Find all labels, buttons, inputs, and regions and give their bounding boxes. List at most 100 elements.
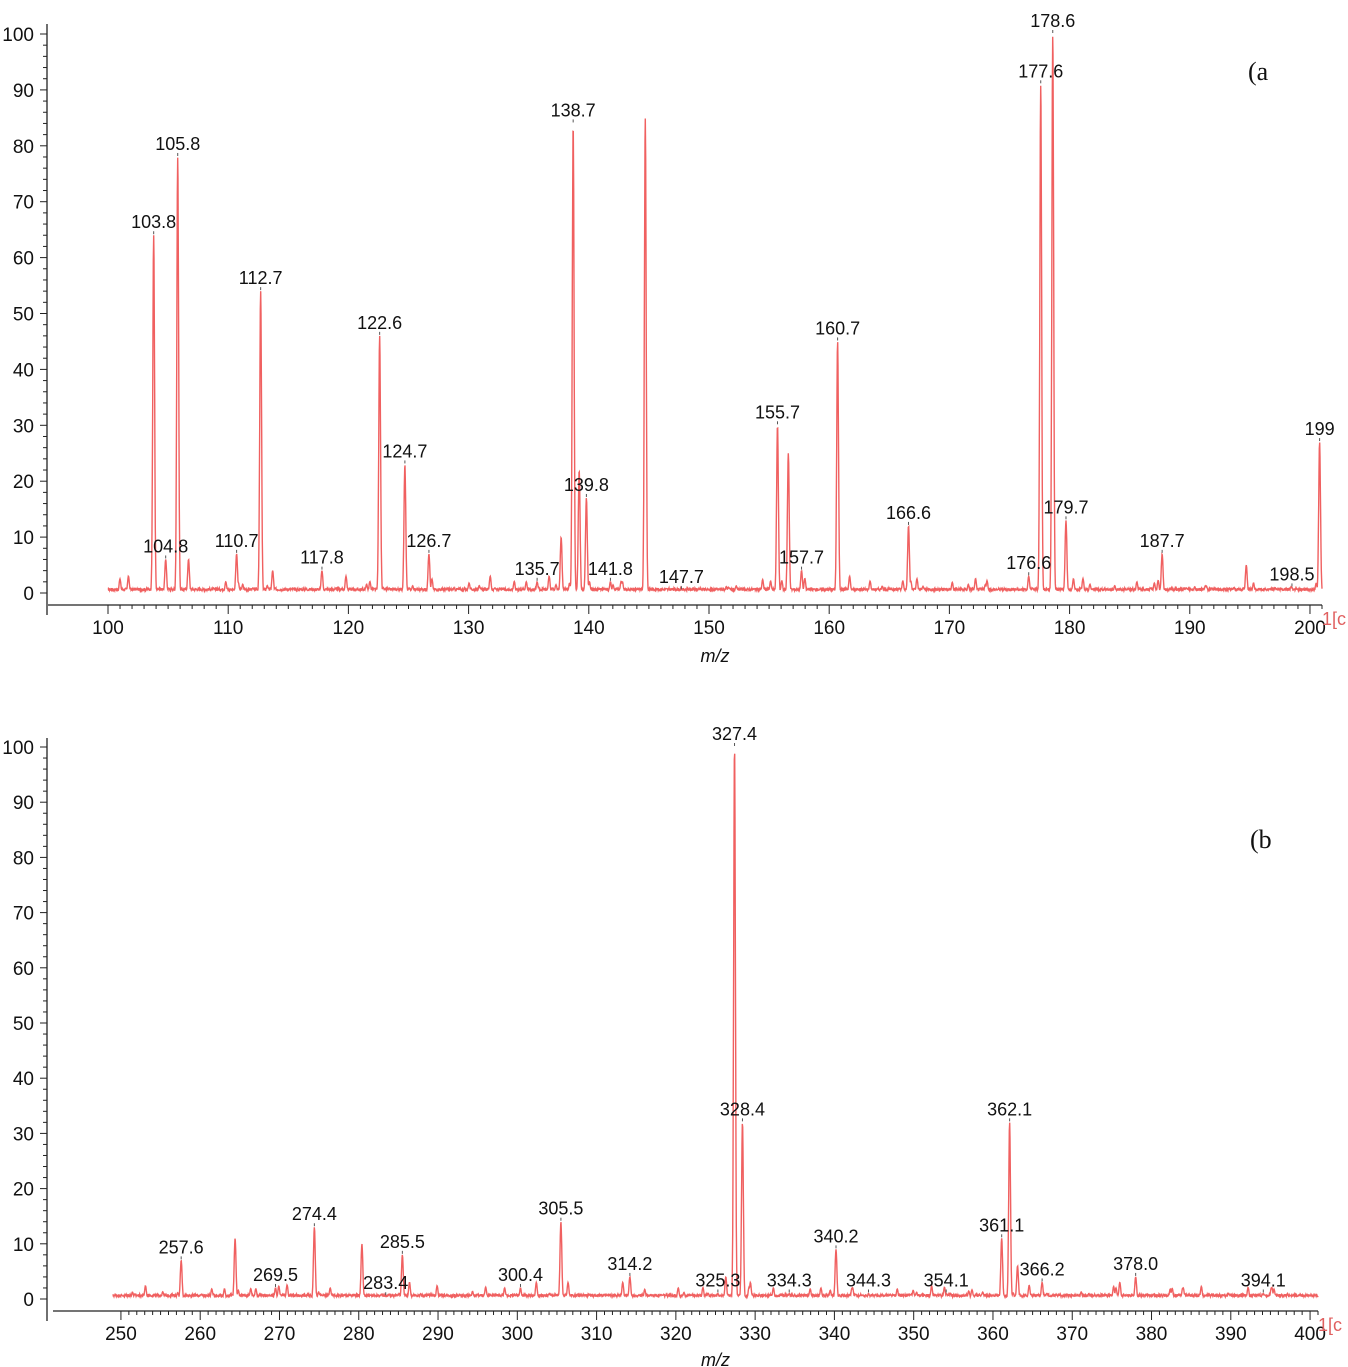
x-tick-label: 140 bbox=[573, 618, 605, 639]
y-tick-label: 50 bbox=[13, 305, 34, 326]
x-tick-label: 340 bbox=[819, 1324, 851, 1345]
y-tick-label: 10 bbox=[13, 1235, 34, 1256]
peak-label: 314.2 bbox=[607, 1254, 652, 1274]
peak-label: 361.1 bbox=[979, 1215, 1024, 1235]
x-tick-label: 400 bbox=[1294, 1324, 1326, 1345]
x-tick-label: 100 bbox=[92, 618, 124, 639]
peak-label: 187.7 bbox=[1140, 531, 1185, 551]
peak-label: 198.5 bbox=[1269, 564, 1314, 584]
x-tick-label: 120 bbox=[333, 618, 365, 639]
y-tick-label: 20 bbox=[13, 472, 34, 493]
corner-label: 1[c bbox=[1322, 609, 1346, 629]
peak-label: 110.7 bbox=[215, 531, 259, 551]
peak-label: 325.3 bbox=[695, 1270, 740, 1290]
y-tick-label: 90 bbox=[13, 81, 34, 102]
peak-label: 283.4 bbox=[363, 1273, 408, 1293]
x-tick-label: 270 bbox=[264, 1324, 296, 1345]
y-tick-label: 80 bbox=[13, 137, 34, 158]
peak-label: 157.7 bbox=[779, 548, 824, 568]
x-tick-label: 310 bbox=[581, 1324, 613, 1345]
peak-label: 300.4 bbox=[498, 1265, 543, 1285]
peak-label: 177.6 bbox=[1018, 61, 1063, 81]
peak-label: 104.8 bbox=[143, 536, 188, 556]
y-tick-label: 40 bbox=[13, 360, 34, 381]
panel-label: (a bbox=[1248, 57, 1269, 86]
peak-label: 139.8 bbox=[564, 475, 609, 495]
x-tick-label: 160 bbox=[813, 618, 845, 639]
x-axis-title: m/z bbox=[701, 1350, 730, 1367]
peak-label: 344.3 bbox=[846, 1270, 891, 1290]
x-tick-label: 180 bbox=[1054, 618, 1086, 639]
peak-label: 334.3 bbox=[767, 1270, 812, 1290]
peak-label: 305.5 bbox=[538, 1199, 583, 1219]
y-tick-label: 60 bbox=[13, 959, 34, 980]
peak-label: 124.7 bbox=[382, 441, 427, 461]
y-tick-label: 40 bbox=[13, 1069, 34, 1090]
peak-label: 122.6 bbox=[357, 313, 402, 333]
x-tick-label: 330 bbox=[739, 1324, 771, 1345]
spectrum-trace bbox=[107, 36, 1323, 594]
peak-label: 103.8 bbox=[131, 212, 176, 232]
peak-label: 199 bbox=[1305, 419, 1335, 439]
peak-label: 328.4 bbox=[720, 1099, 765, 1119]
x-tick-label: 200 bbox=[1294, 618, 1326, 639]
y-tick-label: 100 bbox=[2, 738, 34, 759]
peak-label: 327.4 bbox=[712, 724, 757, 744]
x-tick-label: 280 bbox=[343, 1324, 375, 1345]
peak-label: 366.2 bbox=[1020, 1259, 1065, 1279]
y-tick-label: 0 bbox=[23, 1290, 34, 1311]
x-tick-label: 110 bbox=[213, 618, 243, 639]
y-tick-label: 80 bbox=[13, 848, 34, 869]
peak-label: 166.6 bbox=[886, 503, 931, 523]
x-tick-label: 170 bbox=[934, 618, 966, 639]
x-tick-label: 130 bbox=[453, 618, 485, 639]
y-tick-label: 70 bbox=[13, 193, 34, 214]
y-tick-label: 100 bbox=[2, 25, 34, 46]
x-tick-label: 150 bbox=[693, 618, 725, 639]
peak-label: 138.7 bbox=[551, 100, 596, 120]
panel-label: (b bbox=[1250, 825, 1272, 854]
spectrum-trace bbox=[112, 753, 1319, 1300]
peak-label: 362.1 bbox=[987, 1099, 1032, 1119]
peak-label: 135.7 bbox=[515, 559, 560, 579]
spectrum-panel-b: 0 10 20 30 40 50 60 70 80 90 100 250 260 270 280 290 300… bbox=[2, 724, 1342, 1367]
x-axis-title: m/z bbox=[701, 646, 730, 666]
peak-label: 354.1 bbox=[924, 1270, 969, 1290]
x-tick-label: 290 bbox=[422, 1324, 454, 1345]
y-tick-label: 20 bbox=[13, 1180, 34, 1201]
x-tick-label: 300 bbox=[501, 1324, 533, 1345]
y-tick-label: 70 bbox=[13, 904, 34, 925]
x-tick-label: 360 bbox=[977, 1324, 1009, 1345]
peak-label: 257.6 bbox=[159, 1237, 204, 1257]
x-tick-label: 190 bbox=[1174, 618, 1206, 639]
x-tick-label: 370 bbox=[1056, 1324, 1088, 1345]
peak-label: 117.8 bbox=[300, 548, 344, 568]
peak-label: 126.7 bbox=[406, 531, 451, 551]
corner-label: 1[c bbox=[1318, 1315, 1342, 1335]
peak-label: 269.5 bbox=[253, 1265, 298, 1285]
x-tick-label: 260 bbox=[184, 1324, 216, 1345]
x-tick-label: 250 bbox=[105, 1324, 137, 1345]
y-tick-label: 90 bbox=[13, 793, 34, 814]
y-tick-label: 0 bbox=[23, 584, 34, 605]
peak-label: 160.7 bbox=[815, 318, 860, 338]
peak-label: 394.1 bbox=[1241, 1270, 1286, 1290]
peak-label: 147.7 bbox=[659, 567, 704, 587]
x-tick-label: 380 bbox=[1136, 1324, 1168, 1345]
peak-label: 155.7 bbox=[755, 402, 800, 422]
peak-label: 285.5 bbox=[380, 1232, 425, 1252]
peak-label: 340.2 bbox=[813, 1226, 858, 1246]
peak-label: 105.8 bbox=[155, 134, 200, 154]
peak-label: 176.6 bbox=[1006, 553, 1051, 573]
peak-label: 141.8 bbox=[588, 559, 633, 579]
x-tick-label: 320 bbox=[660, 1324, 692, 1345]
peak-label: 178.6 bbox=[1030, 11, 1075, 31]
y-tick-label: 10 bbox=[13, 528, 34, 549]
peak-label: 112.7 bbox=[239, 268, 283, 288]
spectrum-panel-a: 0 10 20 30 40 50 60 70 80 90 100 100 110 120 130 140 150… bbox=[2, 11, 1346, 666]
peak-label: 378.0 bbox=[1113, 1254, 1158, 1274]
y-tick-label: 50 bbox=[13, 1014, 34, 1035]
x-tick-label: 350 bbox=[898, 1324, 930, 1345]
y-tick-label: 60 bbox=[13, 249, 34, 270]
